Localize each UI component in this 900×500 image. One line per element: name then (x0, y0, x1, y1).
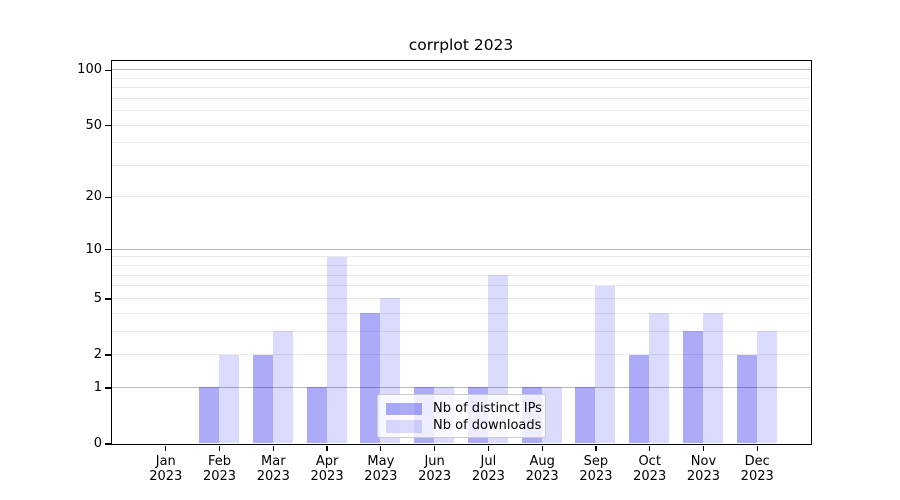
x-tick (541, 445, 543, 451)
x-tick-label: Jan 2023 (149, 454, 183, 484)
x-tick-label: Jul 2023 (471, 454, 505, 484)
y-tick (104, 124, 111, 127)
y-tick-label: 10 (85, 241, 102, 257)
x-tick (756, 445, 758, 451)
legend-label-downloads: Nb of downloads (433, 418, 542, 434)
gridline-minor (111, 297, 811, 299)
x-tick (649, 445, 651, 451)
x-tick-label: May 2023 (364, 454, 398, 484)
x-tick-label: Sep 2023 (579, 454, 613, 484)
gridline-minor (111, 142, 811, 144)
gridline-minor (111, 196, 811, 198)
x-tick-label: Apr 2023 (310, 454, 344, 484)
y-tick-label: 1 (93, 379, 102, 395)
legend-item-distinct-ips: Nb of distinct IPs (378, 400, 545, 418)
legend-item-downloads: Nb of downloads (378, 418, 545, 436)
bar-distinct-ips-feb (199, 387, 220, 444)
bar-distinct-ips-sep (575, 387, 596, 444)
legend-swatch-distinct-ips (386, 402, 422, 415)
bar-distinct-ips-nov (682, 331, 703, 444)
bar-downloads-apr (326, 256, 347, 444)
y-tick-label: 2 (93, 347, 102, 362)
x-tick (326, 445, 328, 451)
legend-swatch-downloads (386, 420, 422, 433)
x-tick (218, 445, 221, 451)
gridline-minor (111, 164, 811, 166)
gridline-major (111, 69, 811, 71)
x-tick (702, 445, 705, 451)
y-tick (104, 443, 111, 445)
bar-distinct-ips-apr (306, 387, 327, 444)
x-tick-label: Aug 2023 (525, 454, 559, 484)
bar-downloads-sep (595, 285, 616, 444)
gridline-major (111, 248, 811, 250)
x-tick-label: Oct 2023 (633, 454, 667, 484)
y-tick (104, 249, 111, 251)
x-tick-label: Dec 2023 (740, 454, 774, 484)
bar-downloads-nov (702, 313, 723, 444)
bar-downloads-feb (219, 354, 240, 444)
y-tick-label: 5 (93, 290, 102, 306)
y-tick (104, 298, 111, 300)
gridline-minor (111, 110, 811, 112)
y-tick-label: 100 (77, 62, 102, 78)
gridline-minor (111, 312, 811, 314)
bar-downloads-aug (541, 387, 562, 444)
y-tick (104, 69, 111, 71)
gridline-minor (111, 256, 811, 258)
x-tick (165, 445, 167, 451)
bar-distinct-ips-oct (629, 354, 650, 444)
bar-downloads-oct (649, 313, 670, 444)
x-tick (433, 445, 436, 451)
bar-distinct-ips-dec (736, 354, 757, 444)
gridline-minor (111, 285, 811, 287)
y-tick-label: 0 (93, 436, 102, 451)
x-tick-label: Mar 2023 (256, 454, 290, 484)
y-tick (104, 387, 111, 389)
x-tick (272, 445, 274, 451)
bar-distinct-ips-mar (252, 354, 273, 444)
y-tick (104, 354, 111, 356)
legend: Nb of distinct IPs Nb of downloads (377, 394, 546, 438)
gridline-minor (111, 97, 811, 99)
gridline-minor (111, 87, 811, 89)
gridline-minor (111, 274, 811, 276)
y-tick (104, 196, 111, 199)
gridline-minor (111, 77, 811, 79)
x-tick (380, 445, 382, 451)
legend-label-distinct-ips: Nb of distinct IPs (433, 400, 542, 416)
x-tick (487, 445, 490, 451)
x-tick-label: Jun 2023 (418, 454, 452, 484)
bar-downloads-mar (272, 331, 293, 444)
gridline-major (111, 386, 811, 388)
gridline-minor (111, 354, 811, 355)
x-tick-label: Feb 2023 (202, 454, 237, 484)
plot-area (110, 59, 812, 445)
gridline-minor (111, 330, 811, 332)
y-tick-label: 20 (85, 189, 102, 205)
x-tick-label: Nov 2023 (686, 454, 720, 484)
gridline-minor (111, 265, 811, 267)
chart-title: corrplot 2023 (408, 36, 514, 54)
x-tick (595, 445, 597, 451)
gridline-minor (111, 124, 811, 126)
bar-distinct-ips-may (360, 313, 381, 444)
bar-downloads-dec (756, 331, 777, 444)
y-tick-label: 50 (85, 117, 102, 133)
